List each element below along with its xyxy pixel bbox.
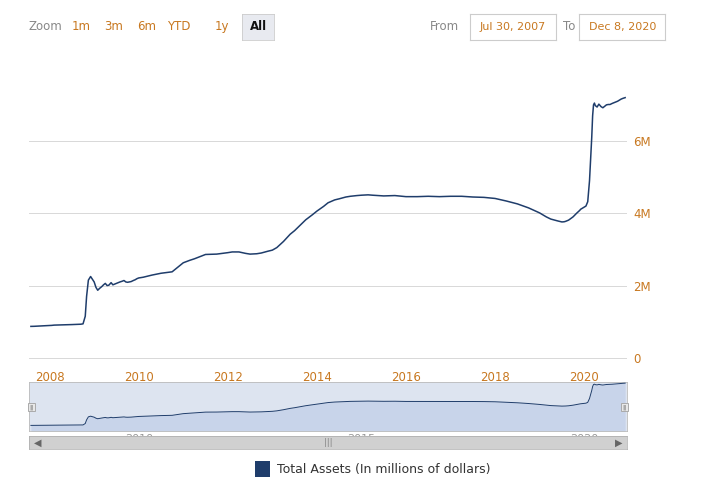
Text: Jul 30, 2007: Jul 30, 2007: [480, 22, 546, 32]
Text: Total Assets (In millions of dollars): Total Assets (In millions of dollars): [277, 463, 491, 476]
Text: From: From: [430, 21, 460, 33]
Text: All: All: [250, 21, 267, 33]
Text: ||: ||: [622, 404, 627, 410]
Text: YTD: YTD: [168, 21, 191, 33]
Text: 6m: 6m: [137, 21, 156, 33]
Text: ◀: ◀: [34, 438, 41, 448]
Text: To: To: [563, 21, 575, 33]
Text: Dec 8, 2020: Dec 8, 2020: [589, 22, 656, 32]
Text: 3m: 3m: [104, 21, 123, 33]
Text: 1y: 1y: [214, 21, 229, 33]
Text: |||: |||: [323, 438, 333, 447]
Text: Zoom: Zoom: [29, 21, 62, 33]
Text: 1m: 1m: [72, 21, 90, 33]
Text: ▶: ▶: [615, 438, 622, 448]
Text: ||: ||: [29, 404, 34, 410]
